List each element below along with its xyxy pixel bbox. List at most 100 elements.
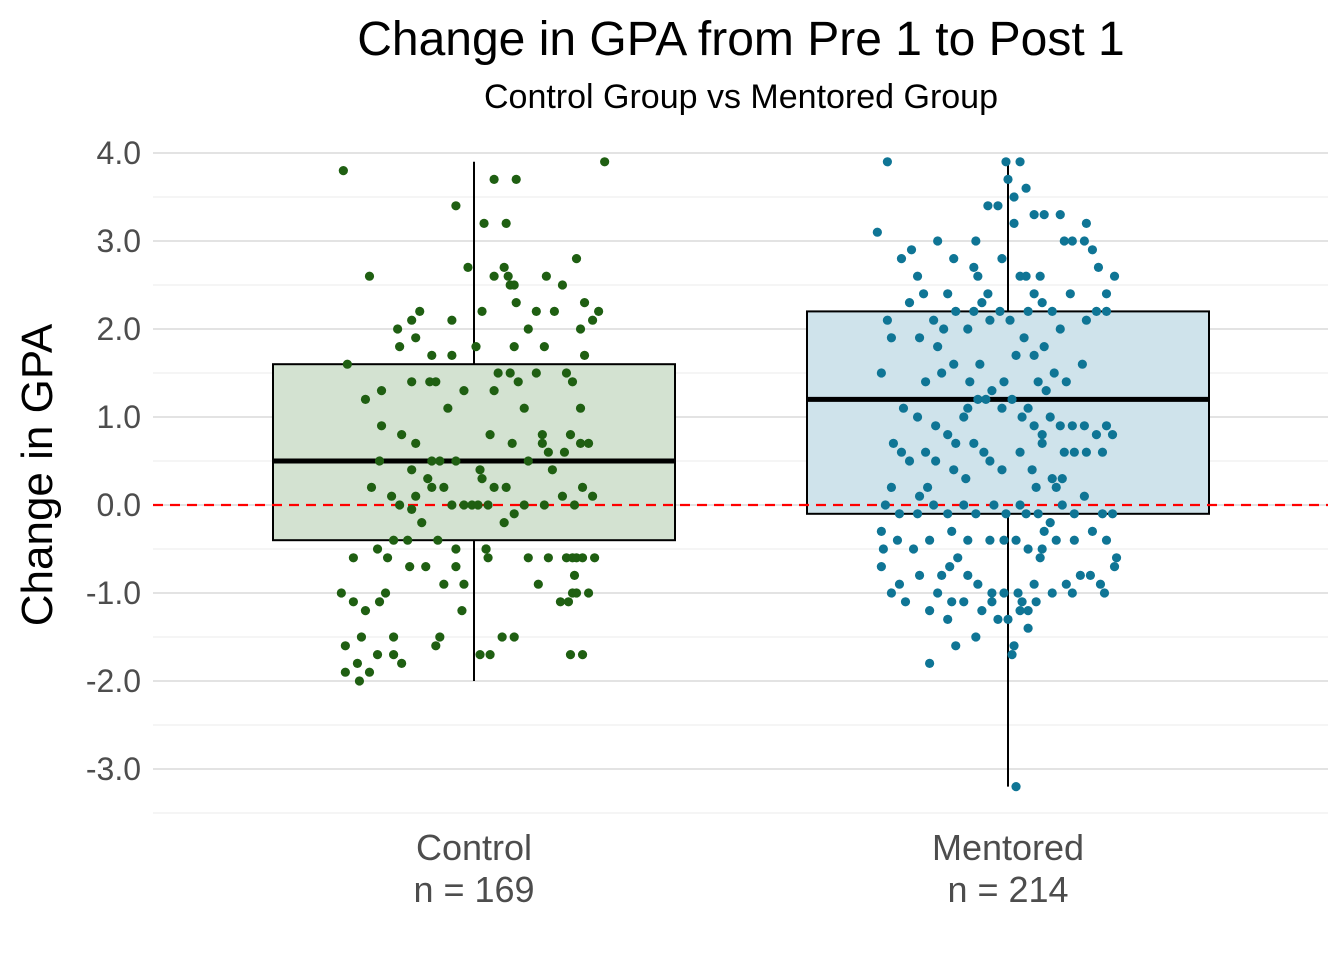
data-point [1019, 333, 1029, 343]
data-point [451, 201, 461, 211]
data-point [937, 570, 947, 581]
y-tick-label: 1.0 [97, 399, 141, 435]
data-point [985, 456, 995, 466]
data-point [447, 350, 457, 360]
data-point [1081, 315, 1091, 325]
data-point [1015, 447, 1025, 457]
data-point [533, 579, 543, 589]
data-point [380, 588, 391, 598]
data-point [886, 482, 897, 492]
data-point [1021, 509, 1031, 519]
data-point [1065, 289, 1075, 299]
data-point [993, 614, 1003, 625]
data-point [1077, 359, 1087, 369]
data-point [577, 482, 588, 492]
data-point [1023, 606, 1033, 616]
data-point [1015, 500, 1025, 510]
box-iqr [806, 310, 1210, 515]
data-point [575, 438, 586, 448]
data-point [493, 368, 503, 378]
data-point [543, 553, 553, 563]
boxes [272, 161, 1210, 787]
data-point [366, 482, 377, 492]
data-point [987, 588, 997, 598]
data-point [1029, 289, 1039, 299]
data-point [929, 315, 939, 325]
y-tick-label: -1.0 [86, 575, 141, 611]
data-point [943, 614, 953, 625]
data-point [1067, 236, 1077, 246]
data-point [999, 588, 1009, 598]
data-point [925, 658, 935, 669]
y-tick-label: 2.0 [97, 311, 141, 347]
data-point [411, 333, 421, 343]
data-point [1087, 245, 1098, 255]
data-point [1045, 412, 1055, 422]
data-point [1023, 623, 1033, 633]
data-point [565, 650, 576, 660]
data-point [876, 368, 886, 378]
data-point [999, 377, 1009, 387]
data-point [969, 438, 979, 448]
data-point [356, 632, 367, 642]
data-point [1101, 289, 1112, 299]
data-point [914, 491, 925, 501]
data-point [509, 509, 519, 519]
data-point [1039, 210, 1049, 220]
data-point [1087, 526, 1098, 537]
data-point [485, 650, 495, 660]
data-point [340, 641, 350, 651]
data-point [896, 254, 907, 264]
data-point [949, 359, 959, 369]
data-point [511, 298, 521, 308]
data-point [1069, 535, 1079, 545]
data-point [1009, 641, 1019, 651]
data-point [395, 500, 405, 510]
data-point [961, 474, 971, 484]
data-point [372, 544, 383, 554]
data-point [923, 482, 933, 492]
data-point [451, 544, 461, 554]
data-point [1015, 606, 1025, 616]
data-point [1007, 650, 1017, 660]
data-point [501, 218, 511, 228]
data-point [407, 377, 417, 387]
data-point [987, 597, 997, 607]
data-point [577, 553, 588, 563]
data-point [1031, 597, 1041, 607]
data-point [403, 535, 413, 545]
data-point [1059, 447, 1069, 457]
data-point [600, 157, 610, 167]
data-point [1047, 306, 1057, 316]
data-point [439, 482, 449, 492]
data-point [943, 509, 953, 519]
data-point [999, 535, 1009, 545]
data-point [459, 579, 469, 589]
data-point [1009, 192, 1019, 202]
data-point [523, 456, 533, 466]
data-point [389, 632, 399, 642]
data-point [997, 254, 1007, 264]
data-point [411, 438, 421, 448]
data-point [959, 597, 969, 607]
chart-subtitle: Control Group vs Mentored Group [484, 78, 998, 116]
data-point [354, 676, 365, 686]
data-point [925, 535, 935, 545]
jitter-points [336, 157, 1122, 792]
data-point [1095, 579, 1106, 589]
data-point [933, 236, 943, 246]
data-point [892, 535, 903, 545]
box-iqr [272, 363, 676, 542]
data-point [503, 271, 513, 281]
data-point [559, 447, 570, 457]
data-point [997, 403, 1007, 413]
data-point [888, 438, 899, 448]
data-point [531, 368, 541, 378]
data-point [571, 588, 582, 598]
data-point [594, 306, 604, 316]
data-point [471, 342, 481, 352]
data-point [945, 562, 955, 572]
data-point [896, 447, 907, 457]
data-point [575, 403, 586, 413]
